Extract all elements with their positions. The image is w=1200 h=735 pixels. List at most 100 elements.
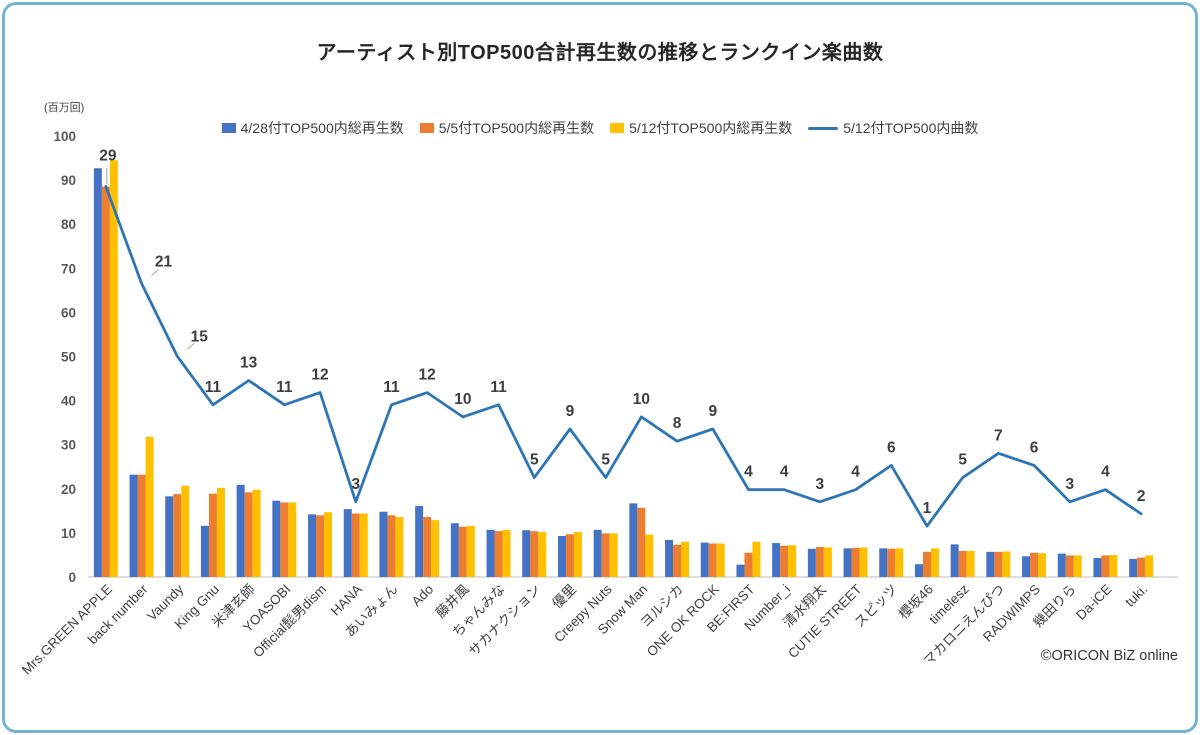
bar-3 — [1109, 554, 1118, 577]
y-tick-label: 10 — [61, 526, 76, 541]
line-data-label: 11 — [205, 379, 222, 396]
category-label: 優里 — [549, 582, 579, 612]
bar-2 — [994, 551, 1003, 577]
bar-2 — [101, 186, 110, 577]
line-data-label: 3 — [816, 476, 825, 493]
line-data-label: 6 — [1030, 439, 1039, 456]
bar-3 — [324, 512, 333, 577]
legend-item-series2: 5/5付TOP500内総再生数 — [419, 118, 595, 138]
line-data-label: 5 — [958, 452, 967, 469]
line-data-label: 3 — [351, 476, 360, 493]
bar-1 — [486, 529, 495, 577]
category-label: Da-iCE — [1073, 582, 1114, 623]
series1-swatch-icon — [221, 123, 236, 133]
bar-2 — [244, 492, 253, 577]
bar-2 — [316, 515, 325, 577]
bar-2 — [351, 513, 360, 577]
bar-1 — [700, 542, 709, 577]
bar-3 — [859, 547, 868, 577]
bar-2 — [530, 531, 539, 577]
bar-3 — [538, 532, 547, 577]
y-tick-label: 60 — [61, 305, 76, 320]
series2-swatch-icon — [419, 123, 434, 133]
bar-2 — [1101, 555, 1110, 577]
bar-2 — [780, 545, 789, 577]
bar-2 — [458, 526, 467, 577]
bar-1 — [415, 505, 424, 577]
bar-1 — [129, 474, 138, 577]
bar-3 — [431, 520, 440, 577]
bar-3 — [1073, 555, 1082, 577]
bar-2 — [601, 533, 610, 577]
bar-1 — [557, 535, 566, 577]
bar-3 — [502, 529, 511, 577]
line-data-label: 11 — [490, 379, 507, 396]
bar-1 — [807, 548, 816, 577]
bar-1 — [950, 544, 959, 577]
bar-2 — [851, 547, 860, 577]
line-data-label: 9 — [566, 403, 575, 420]
line-data-label: 7 — [994, 427, 1003, 444]
legend-item-series1: 4/28付TOP500内総再生数 — [221, 118, 404, 138]
line-data-label: 10 — [633, 391, 650, 408]
bar-3 — [609, 533, 618, 577]
line-data-label: 8 — [673, 415, 682, 432]
bar-3 — [716, 543, 725, 577]
bar-3 — [359, 513, 368, 577]
bar-1 — [986, 551, 995, 577]
line-data-label: 11 — [276, 379, 293, 396]
y-tick-label: 0 — [68, 570, 76, 585]
line-data-label: 12 — [419, 367, 436, 384]
bar-1 — [879, 548, 888, 577]
bar-2 — [673, 544, 682, 577]
bar-1 — [165, 496, 174, 577]
bar-3 — [752, 541, 761, 577]
y-tick-label: 50 — [61, 350, 76, 365]
bar-2 — [387, 515, 396, 577]
bar-3 — [216, 487, 225, 577]
bar-3 — [395, 517, 404, 577]
bar-3 — [145, 436, 154, 577]
line-data-label: 5 — [601, 452, 610, 469]
bar-3 — [966, 550, 975, 577]
series3-swatch-icon — [610, 123, 625, 133]
bar-3 — [252, 489, 261, 577]
bar-1 — [665, 539, 674, 577]
bar-3 — [930, 548, 939, 577]
bar-1 — [200, 525, 209, 577]
bar-2 — [280, 502, 289, 577]
bar-1 — [450, 523, 459, 577]
bar-2 — [208, 493, 217, 577]
line-data-label: 9 — [708, 403, 717, 420]
legend-label-series2: 5/5付TOP500内総再生数 — [438, 120, 595, 136]
line-data-label: 4 — [780, 464, 789, 481]
category-label: Ado — [409, 582, 437, 610]
bar-1 — [236, 484, 245, 577]
bar-2 — [494, 531, 503, 577]
y-tick-label: 40 — [61, 394, 76, 409]
bar-3 — [1145, 555, 1154, 577]
bar-1 — [272, 500, 281, 577]
bar-1 — [93, 168, 102, 577]
bar-1 — [343, 509, 352, 577]
legend-label-series3: 5/12付TOP500内総再生数 — [629, 120, 793, 136]
bar-1 — [772, 543, 781, 577]
bar-2 — [1030, 552, 1039, 577]
bar-3 — [1038, 553, 1047, 577]
bar-1 — [1022, 556, 1031, 577]
line-series — [104, 184, 1143, 528]
bar-2 — [708, 543, 717, 577]
line-data-label: 29 — [99, 147, 117, 164]
y-tick-label: 90 — [61, 173, 76, 188]
bar-3 — [181, 485, 190, 577]
y-tick-label: 80 — [61, 217, 76, 232]
bar-2 — [1137, 557, 1146, 577]
bar-2 — [958, 550, 967, 577]
y-tick-label: 30 — [61, 438, 76, 453]
legend-label-line: 5/12付TOP500内曲数 — [843, 120, 979, 136]
line-data-label: 2 — [1137, 488, 1146, 505]
bar-1 — [593, 529, 602, 577]
bar-2 — [173, 494, 182, 577]
